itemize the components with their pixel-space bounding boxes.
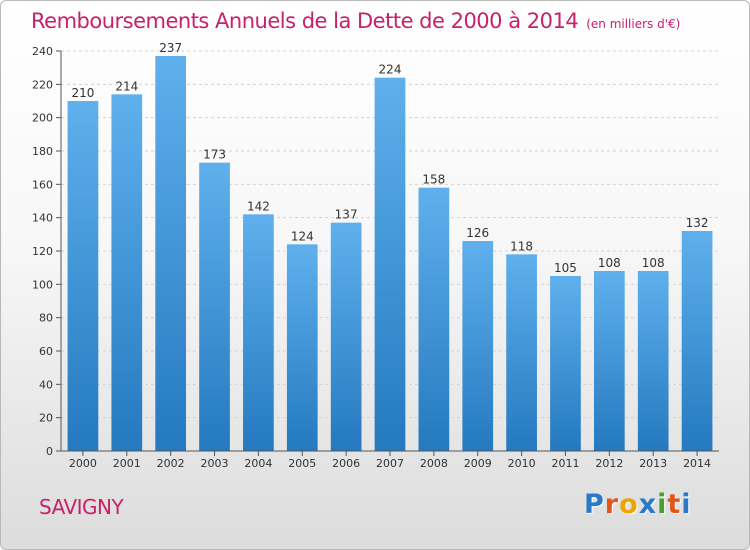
bar [330,222,362,451]
data-label: 237 [159,41,182,55]
city-name: SAVIGNY [39,495,124,519]
bar [681,231,713,451]
x-tick-label: 2014 [683,457,711,470]
x-tick-label: 2005 [288,457,316,470]
y-tick-label: 220 [32,78,53,91]
bar [155,56,187,451]
bars: 210 214 237 173 142 124 137 224 158 126 118 105 108 1… [67,41,713,452]
logo-letter: i [681,489,692,520]
chart-title-text: Remboursements Annuels de la Dette de 20… [31,9,579,33]
data-label: 137 [335,208,358,222]
bar [462,241,494,451]
y-axis: 0 20 40 60 80 100 120 140 160 180 200 220 240 [32,45,62,458]
data-label: 118 [510,239,533,253]
data-label: 132 [686,216,709,230]
x-tick-label: 2009 [464,457,492,470]
y-tick-label: 40 [39,378,53,391]
logo-letter: P [584,489,605,520]
x-tick-label: 2010 [508,457,536,470]
bar [199,162,230,451]
x-tick-label: 2001 [113,457,141,470]
bar [506,254,537,451]
bar [243,214,274,451]
bar [418,187,450,451]
data-label: 126 [466,226,489,240]
bar [550,276,581,451]
bar [286,244,318,451]
data-label: 173 [203,148,226,162]
chart-subtitle: (en milliers d'€) [586,17,681,31]
logo-letter: r [604,489,620,520]
y-tick-label: 80 [39,312,53,325]
data-label: 214 [115,79,138,93]
y-tick-label: 160 [32,178,53,191]
x-tick-label: 2012 [595,457,623,470]
y-tick-label: 240 [32,45,53,58]
y-tick-label: 180 [32,145,53,158]
x-tick-label: 2004 [244,457,272,470]
x-tick-label: 2011 [551,457,579,470]
bar [593,271,625,451]
x-tick-label: 2008 [420,457,448,470]
logo-letter: t [667,489,682,520]
y-tick-label: 20 [39,412,53,425]
y-tick-label: 0 [46,445,53,458]
y-tick-label: 200 [32,112,53,125]
proxiti-logo[interactable]: Proxiti [584,489,692,520]
x-axis: 2000 2001 2002 2003 2004 2005 2006 2007 2008 2009… [61,450,719,470]
y-tick-label: 140 [32,212,53,225]
logo-letter: x [638,489,658,520]
logo-letter: o [619,489,639,520]
bar [637,271,669,451]
bar [111,94,143,451]
x-tick-label: 2007 [376,457,404,470]
data-label: 224 [379,63,402,77]
data-label: 124 [291,229,314,243]
logo-letter: i [657,489,668,520]
x-tick-label: 2003 [201,457,229,470]
data-label: 142 [247,199,270,213]
data-label: 158 [422,173,445,187]
x-tick-label: 2002 [157,457,185,470]
y-tick-label: 120 [32,245,53,258]
data-label: 210 [71,86,94,100]
x-tick-label: 2000 [69,457,97,470]
x-tick-label: 2013 [639,457,667,470]
data-label: 105 [554,261,577,275]
x-tick-label: 2006 [332,457,360,470]
chart-title: Remboursements Annuels de la Dette de 20… [31,9,680,33]
y-tick-label: 60 [39,345,53,358]
y-tick-label: 100 [32,278,53,291]
bar [374,77,406,452]
data-label: 108 [598,256,621,270]
data-label: 108 [642,256,665,270]
bar [67,101,99,451]
